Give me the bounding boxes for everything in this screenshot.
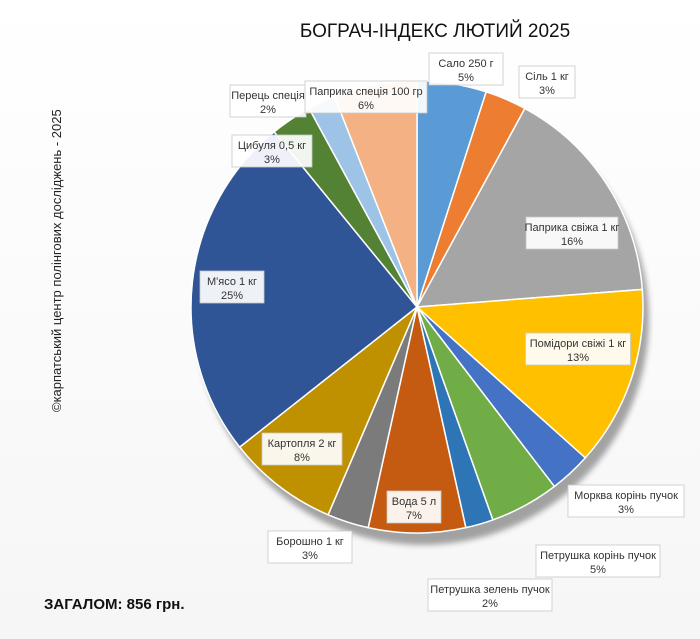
slice-percent-13: 6% [358, 100, 374, 112]
slice-percent-7: 7% [406, 510, 422, 522]
slice-label-box-13 [304, 80, 428, 114]
slice-label-6: Петрушка зелень пучок 2% [427, 578, 553, 612]
slice-label-11: Цибуля 0,5 кг 3% [231, 134, 313, 168]
slice-label-13: Паприка спеція 100 гр 6% [304, 80, 428, 114]
slice-label-box-4 [567, 484, 685, 518]
slice-percent-5: 5% [590, 564, 606, 576]
slice-name-8: Борошно 1 кг [276, 536, 344, 548]
slice-name-11: Цибуля 0,5 кг [238, 140, 306, 152]
slice-percent-10: 25% [221, 290, 243, 302]
slice-label-5: Петрушка корінь пучок 5% [535, 544, 661, 578]
slice-label-8: Борошно 1 кг 3% [267, 530, 353, 564]
slice-percent-1: 3% [539, 85, 555, 97]
slice-label-box-2 [525, 216, 619, 250]
slice-label-box-11 [231, 134, 313, 168]
slice-label-box-5 [535, 544, 661, 578]
slice-label-4: Морква корінь пучок 3% [567, 484, 685, 518]
pie-slice-2 [415, 107, 644, 308]
slice-label-10: М'ясо 1 кг 25% [199, 270, 265, 304]
slice-name-7: Вода 5 л [392, 496, 436, 508]
slice-label-box-8 [267, 530, 353, 564]
copyright-text: ©карпатський центр полінгових досліджень… [49, 109, 64, 412]
slice-percent-12: 2% [260, 104, 276, 116]
slice-label-box-10 [199, 270, 265, 304]
slice-name-6: Петрушка зелень пучок [430, 584, 550, 596]
slice-label-box-9 [261, 432, 343, 466]
slice-name-12: Перець спеція [231, 90, 305, 102]
slice-label-12: Перець спеція 2% [229, 84, 307, 118]
slice-label-box-1 [518, 65, 576, 99]
slice-label-box-0 [428, 52, 504, 86]
slice-name-1: Сіль 1 кг [525, 71, 569, 83]
pie-slice-3 [415, 288, 644, 459]
slice-label-2: Паприка свіжа 1 кг 16% [525, 216, 620, 250]
slice-label-0: Сало 250 г 5% [428, 52, 504, 86]
slice-label-box-3 [525, 332, 631, 366]
slice-label-box-6 [427, 578, 553, 612]
slice-percent-2: 16% [561, 236, 583, 248]
slice-name-9: Картопля 2 кг [268, 438, 337, 450]
slice-percent-9: 8% [294, 452, 310, 464]
slice-name-0: Сало 250 г [438, 58, 493, 70]
slice-percent-3: 13% [567, 352, 589, 364]
slice-name-5: Петрушка корінь пучок [540, 550, 656, 562]
slice-percent-11: 3% [264, 154, 280, 166]
slice-name-4: Морква корінь пучок [574, 490, 678, 502]
slice-label-1: Сіль 1 кг 3% [518, 65, 576, 99]
slice-percent-4: 3% [618, 504, 634, 516]
chart-title: БОГРАЧ-ІНДЕКС ЛЮТИЙ 2025 [300, 20, 570, 42]
slice-label-box-7 [386, 490, 442, 524]
slice-percent-6: 2% [482, 598, 498, 610]
slice-label-box-12 [229, 84, 307, 118]
total-text: ЗАГАЛОМ: 856 грн. [44, 596, 185, 613]
slice-label-3: Помідори свіжі 1 кг 13% [525, 332, 631, 366]
slice-name-10: М'ясо 1 кг [207, 276, 257, 288]
slice-label-9: Картопля 2 кг 8% [261, 432, 343, 466]
slice-percent-0: 5% [458, 72, 474, 84]
slice-percent-8: 3% [302, 550, 318, 562]
slice-name-2: Паприка свіжа 1 кг [525, 222, 620, 234]
slice-name-13: Паприка спеція 100 гр [309, 86, 422, 98]
slice-label-7: Вода 5 л 7% [386, 490, 442, 524]
slice-name-3: Помідори свіжі 1 кг [530, 338, 627, 350]
